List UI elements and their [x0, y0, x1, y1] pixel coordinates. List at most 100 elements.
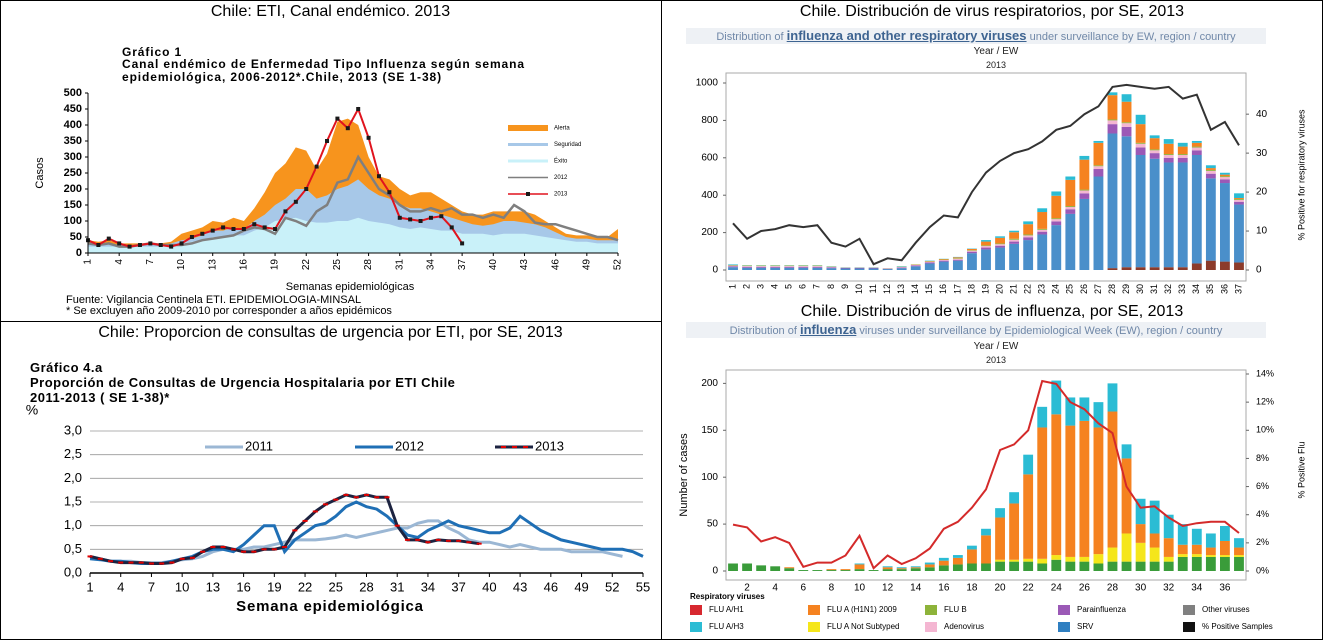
bar-segment: [1220, 525, 1230, 541]
bar-segment: [854, 569, 865, 571]
bar-segment: [896, 267, 907, 268]
bar-segment: [1220, 183, 1230, 262]
plot-frame: [725, 369, 1247, 581]
x-tick-label: 52: [605, 579, 619, 594]
legend-swatch: [808, 605, 820, 615]
bar-segment: [967, 545, 977, 550]
header-text: Distribution of: [729, 325, 797, 337]
bar-segment: [1093, 176, 1104, 270]
bar-segment: [952, 555, 963, 558]
bar-segment: [1009, 503, 1020, 560]
marker: [148, 562, 154, 565]
line: [732, 83, 1240, 266]
bar-segment: [1009, 239, 1020, 242]
bar-segment: [1220, 172, 1230, 175]
x-tick-label: 20: [994, 583, 1006, 594]
line: [89, 500, 644, 565]
x-axis-label: Semana epidemiológica: [236, 598, 424, 615]
legend-label: Alerta: [554, 126, 570, 132]
bar-segment: [995, 559, 1005, 562]
bar-segment: [1220, 556, 1230, 571]
x-tick-label: 52: [613, 259, 624, 271]
marker: [376, 174, 381, 179]
bar-segment: [1163, 139, 1174, 144]
y2-tick-label: 30: [1256, 148, 1268, 159]
bar-segment: [1023, 474, 1034, 559]
bar-segment: [1205, 168, 1216, 170]
chart-subtitle: Canal endémico de Enfermedad Tipo Influe…: [122, 57, 525, 84]
x-tick-label: 36: [1219, 583, 1231, 594]
x-tick-label: 4: [770, 284, 780, 289]
bar-segment: [1163, 154, 1174, 158]
bar-segment: [798, 265, 809, 267]
x-tick-label: 7: [148, 579, 155, 594]
bar-segment: [840, 569, 851, 571]
y2-tick-label: 6%: [1256, 481, 1269, 491]
bar-segment: [798, 266, 809, 268]
y-tick-label: 0,0: [64, 564, 82, 579]
legend-label: FLU A/H3: [709, 622, 744, 631]
y2-tick-label: 40: [1256, 109, 1268, 120]
bar-segment: [882, 566, 893, 568]
bar-segment: [1177, 162, 1188, 268]
bar-segment: [1205, 547, 1216, 556]
bar-segment: [910, 264, 921, 266]
x-tick-label: 3: [756, 284, 766, 289]
x-tick-label: 46: [550, 259, 561, 271]
x-tick-label: 1: [83, 259, 94, 265]
bar-segment: [756, 565, 767, 571]
bar-segment: [1093, 166, 1104, 170]
header-text: under surveillance by EW, region / count…: [1029, 31, 1236, 43]
panel-caption: Chile: Proporcion de consultas de urgenc…: [98, 324, 563, 341]
bar-segment: [1163, 143, 1174, 155]
bar-segment: [1107, 133, 1118, 269]
x-tick-label: 23: [1037, 284, 1047, 294]
bar-segment: [995, 243, 1005, 245]
bar-segment: [1037, 558, 1048, 564]
x-tick-label: 10: [854, 284, 864, 294]
bar-segment: [1037, 427, 1048, 559]
bar-segment: [967, 250, 977, 251]
bar-segment: [784, 266, 795, 267]
y-tick-label: 2,0: [64, 470, 82, 485]
marker: [302, 519, 308, 522]
marker: [366, 135, 371, 140]
bar-segment: [728, 264, 738, 265]
marker: [210, 545, 216, 548]
panel-caption: Chile. Distribución de virus respiratori…: [799, 3, 1185, 20]
bar-segment: [1093, 427, 1104, 555]
bar-segment: [896, 267, 907, 269]
bar-segment: [826, 266, 837, 268]
bar-segment: [1051, 191, 1062, 196]
marker: [428, 215, 433, 220]
header-link[interactable]: influenza and other respiratory viruses: [786, 28, 1027, 43]
x-tick-label: 32: [1163, 284, 1173, 294]
marker: [374, 496, 380, 499]
bar-segment: [882, 569, 893, 571]
header-link[interactable]: influenza: [799, 322, 857, 337]
bar-segment: [1051, 555, 1062, 560]
y2-tick-label: 8%: [1256, 453, 1269, 463]
y2-axis-label: % Positive Flu: [1296, 441, 1306, 498]
bar-segment: [1234, 538, 1244, 548]
bar-segment: [1135, 524, 1146, 543]
x-tick-label: 14: [910, 583, 922, 594]
bar-segment: [1065, 179, 1076, 207]
bar-segment: [981, 245, 991, 247]
line: [89, 519, 623, 565]
legend-label: Adenovirus: [944, 622, 984, 631]
bar-segment: [952, 258, 963, 259]
bar-segment: [1191, 146, 1202, 148]
x-tick-label: 19: [267, 579, 281, 594]
x-tick-label: 34: [1191, 583, 1203, 594]
x-tick-label: 40: [482, 579, 496, 594]
bar-segment: [1023, 558, 1034, 562]
bar-segment: [1009, 243, 1020, 270]
bar-segment: [1093, 402, 1104, 428]
x-tick-label: 30: [1135, 583, 1147, 594]
bar-segment: [1121, 444, 1132, 459]
y-tick-label: 50: [707, 519, 719, 530]
bar-segment: [938, 260, 949, 262]
bar-segment: [1177, 154, 1188, 158]
bar-segment: [981, 535, 991, 564]
